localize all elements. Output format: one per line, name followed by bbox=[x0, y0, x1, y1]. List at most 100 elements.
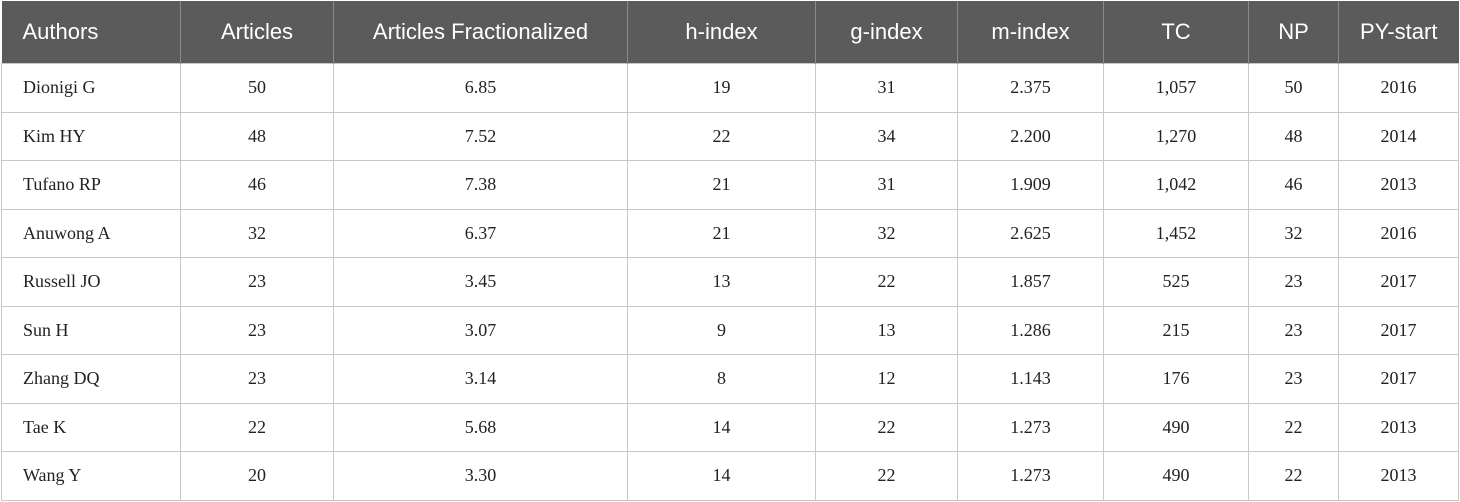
table-cell: 2017 bbox=[1338, 354, 1459, 404]
table-cell: 46 bbox=[180, 160, 334, 210]
table-cell: Kim HY bbox=[1, 111, 181, 161]
table-cell: Anuwong A bbox=[1, 208, 181, 258]
table-cell: 2017 bbox=[1338, 257, 1459, 307]
table-cell: 50 bbox=[1248, 63, 1339, 113]
table-cell: 21 bbox=[627, 208, 816, 258]
table-cell: 2016 bbox=[1338, 208, 1459, 258]
table-cell: 12 bbox=[815, 354, 958, 404]
table-cell: 6.37 bbox=[333, 208, 628, 258]
table-cell: 1,042 bbox=[1103, 160, 1249, 210]
header-cell: NP bbox=[1248, 1, 1339, 64]
table-cell: 31 bbox=[815, 63, 958, 113]
table-cell: 2.625 bbox=[957, 208, 1104, 258]
table-row: Dionigi G 50 6.85 19 31 2.375 1,057 50 2016 bbox=[1, 63, 1459, 113]
table-cell: 1.286 bbox=[957, 305, 1104, 355]
table-cell: 23 bbox=[1248, 354, 1339, 404]
table-row: Tae K 22 5.68 14 22 1.273 490 22 2013 bbox=[1, 402, 1459, 452]
table-cell: 1.909 bbox=[957, 160, 1104, 210]
table-cell: 490 bbox=[1103, 402, 1249, 452]
header-row: Authors Articles Articles Fractionalized h-… bbox=[1, 1, 1459, 64]
table-cell: 19 bbox=[627, 63, 816, 113]
table-cell: 2013 bbox=[1338, 451, 1459, 501]
table-cell: 6.85 bbox=[333, 63, 628, 113]
table-cell: 48 bbox=[180, 111, 334, 161]
table-cell: 5.68 bbox=[333, 402, 628, 452]
table-cell: 20 bbox=[180, 451, 334, 501]
table-cell: 2014 bbox=[1338, 111, 1459, 161]
table-cell: Russell JO bbox=[1, 257, 181, 307]
table-cell: 2.200 bbox=[957, 111, 1104, 161]
table-cell: 32 bbox=[1248, 208, 1339, 258]
table-cell: 31 bbox=[815, 160, 958, 210]
table-cell: 22 bbox=[180, 402, 334, 452]
table-cell: 22 bbox=[815, 451, 958, 501]
table-cell: 22 bbox=[815, 257, 958, 307]
table-cell: 490 bbox=[1103, 451, 1249, 501]
table-cell: Tufano RP bbox=[1, 160, 181, 210]
table-cell: 23 bbox=[1248, 305, 1339, 355]
table-cell: 525 bbox=[1103, 257, 1249, 307]
table-row: Sun H 23 3.07 9 13 1.286 215 23 2017 bbox=[1, 305, 1459, 355]
table-cell: 22 bbox=[627, 111, 816, 161]
table-cell: 1.857 bbox=[957, 257, 1104, 307]
table-row: Zhang DQ 23 3.14 8 12 1.143 176 23 2017 bbox=[1, 354, 1459, 404]
header-cell: PY-start bbox=[1338, 1, 1459, 64]
table-cell: 1.143 bbox=[957, 354, 1104, 404]
table-cell: 2.375 bbox=[957, 63, 1104, 113]
table-cell: 14 bbox=[627, 451, 816, 501]
table-row: Anuwong A 32 6.37 21 32 2.625 1,452 32 2016 bbox=[1, 208, 1459, 258]
table-row: Wang Y 20 3.30 14 22 1.273 490 22 2013 bbox=[1, 451, 1459, 501]
table-cell: 1.273 bbox=[957, 451, 1104, 501]
table-cell: 9 bbox=[627, 305, 816, 355]
header-cell: Articles Fractionalized bbox=[333, 1, 628, 64]
table-row: Tufano RP 46 7.38 21 31 1.909 1,042 46 2013 bbox=[1, 160, 1459, 210]
table-cell: 2016 bbox=[1338, 63, 1459, 113]
table-cell: 3.45 bbox=[333, 257, 628, 307]
table-cell: 23 bbox=[180, 305, 334, 355]
table-cell: 3.14 bbox=[333, 354, 628, 404]
table-cell: 3.07 bbox=[333, 305, 628, 355]
table-cell: 14 bbox=[627, 402, 816, 452]
table-cell: 22 bbox=[1248, 451, 1339, 501]
table-cell: 176 bbox=[1103, 354, 1249, 404]
table-cell: 8 bbox=[627, 354, 816, 404]
table-cell: 7.38 bbox=[333, 160, 628, 210]
table-cell: 23 bbox=[1248, 257, 1339, 307]
table-cell: 2013 bbox=[1338, 402, 1459, 452]
table-cell: 32 bbox=[180, 208, 334, 258]
table-cell: Wang Y bbox=[1, 451, 181, 501]
table-cell: 2013 bbox=[1338, 160, 1459, 210]
table-cell: 48 bbox=[1248, 111, 1339, 161]
table-cell: Tae K bbox=[1, 402, 181, 452]
table-cell: 2017 bbox=[1338, 305, 1459, 355]
table-cell: 22 bbox=[815, 402, 958, 452]
table-cell: 13 bbox=[627, 257, 816, 307]
table-row: Kim HY 48 7.52 22 34 2.200 1,270 48 2014 bbox=[1, 111, 1459, 161]
table-cell: 21 bbox=[627, 160, 816, 210]
table-cell: 22 bbox=[1248, 402, 1339, 452]
table-cell: 13 bbox=[815, 305, 958, 355]
table-cell: 1,057 bbox=[1103, 63, 1249, 113]
table-cell: 34 bbox=[815, 111, 958, 161]
table-cell: 215 bbox=[1103, 305, 1249, 355]
header-cell: h-index bbox=[627, 1, 816, 64]
table-cell: 1,270 bbox=[1103, 111, 1249, 161]
table-cell: 3.30 bbox=[333, 451, 628, 501]
table-cell: 23 bbox=[180, 354, 334, 404]
header-cell: TC bbox=[1103, 1, 1249, 64]
header-cell: Articles bbox=[180, 1, 334, 64]
table-cell: Sun H bbox=[1, 305, 181, 355]
table-body: Dionigi G 50 6.85 19 31 2.375 1,057 50 2016 Kim H… bbox=[1, 63, 1459, 501]
table-cell: 46 bbox=[1248, 160, 1339, 210]
table-cell: 1,452 bbox=[1103, 208, 1249, 258]
table-cell: Zhang DQ bbox=[1, 354, 181, 404]
table-cell: 32 bbox=[815, 208, 958, 258]
header-cell: g-index bbox=[815, 1, 958, 64]
table-cell: 50 bbox=[180, 63, 334, 113]
table-cell: 1.273 bbox=[957, 402, 1104, 452]
table-row: Russell JO 23 3.45 13 22 1.857 525 23 2017 bbox=[1, 257, 1459, 307]
header-cell: Authors bbox=[1, 1, 181, 64]
header-cell: m-index bbox=[957, 1, 1104, 64]
table-cell: 7.52 bbox=[333, 111, 628, 161]
